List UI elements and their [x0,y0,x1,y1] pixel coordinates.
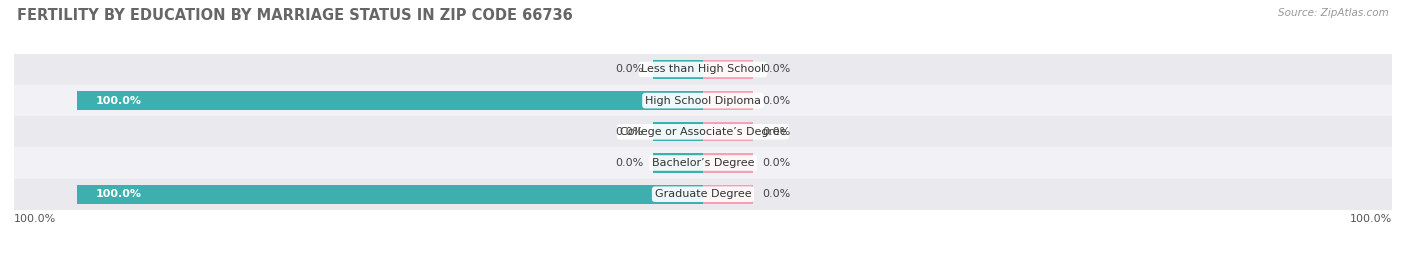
Text: FERTILITY BY EDUCATION BY MARRIAGE STATUS IN ZIP CODE 66736: FERTILITY BY EDUCATION BY MARRIAGE STATU… [17,8,572,23]
Text: 100.0%: 100.0% [96,95,142,106]
Bar [77,185,703,204]
Text: 100.0%: 100.0% [96,189,142,199]
Bar [703,185,754,204]
Text: 0.0%: 0.0% [616,64,644,75]
Bar [14,85,1392,116]
Bar [652,122,703,141]
Text: 100.0%: 100.0% [14,214,56,224]
Bar [14,179,1392,210]
Text: Less than High School: Less than High School [641,64,765,75]
Text: Source: ZipAtlas.com: Source: ZipAtlas.com [1278,8,1389,18]
Bar [14,116,1392,147]
Bar [703,60,754,79]
Text: 0.0%: 0.0% [616,158,644,168]
Bar [703,122,754,141]
Text: Bachelor’s Degree: Bachelor’s Degree [652,158,754,168]
Text: College or Associate’s Degree: College or Associate’s Degree [620,127,786,137]
Bar [77,91,703,110]
Text: 0.0%: 0.0% [762,158,790,168]
Bar [703,153,754,173]
Text: High School Diploma: High School Diploma [645,95,761,106]
Text: 100.0%: 100.0% [1350,214,1392,224]
Bar [14,54,1392,85]
Text: 0.0%: 0.0% [762,64,790,75]
Bar [652,153,703,173]
Text: Graduate Degree: Graduate Degree [655,189,751,199]
Text: 0.0%: 0.0% [616,127,644,137]
Bar [652,60,703,79]
Bar [14,147,1392,179]
Bar [703,91,754,110]
Text: 0.0%: 0.0% [762,189,790,199]
Text: 0.0%: 0.0% [762,127,790,137]
Text: 0.0%: 0.0% [762,95,790,106]
